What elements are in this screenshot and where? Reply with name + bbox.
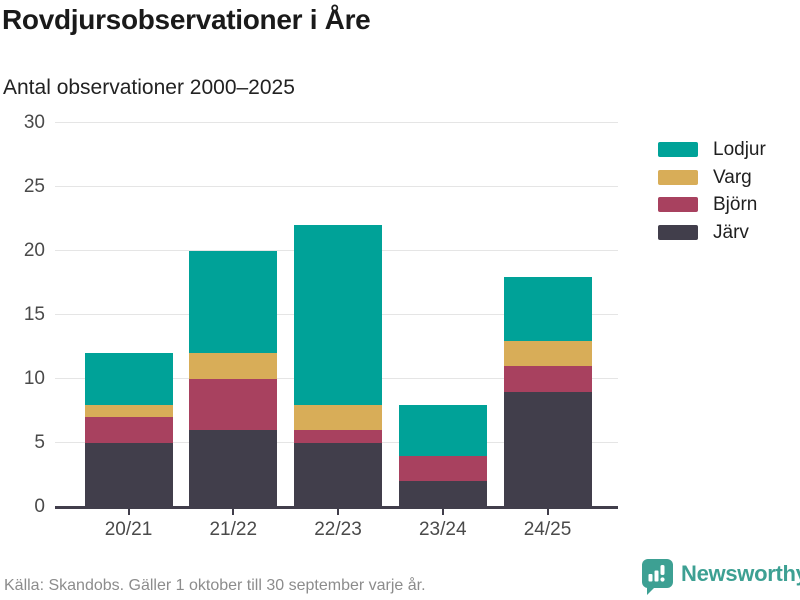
bar-20-21 — [84, 123, 173, 507]
x-tick-20-21 — [127, 509, 130, 515]
x-tick-label-23-24: 23/24 — [418, 519, 467, 540]
segment-bjorn-24-25 — [503, 366, 592, 392]
legend-label-bjorn: Björn — [713, 194, 758, 215]
segment-bjorn-21-22 — [189, 379, 278, 431]
plot-area: 20/21 21/22 22/23 23/24 24/25 — [55, 122, 618, 540]
legend-label-varg: Varg — [713, 166, 752, 188]
segment-varg-24-25 — [503, 340, 592, 367]
legend-swatch-bjorn — [658, 197, 698, 212]
x-axis-line — [55, 506, 618, 509]
segment-varg-20-21 — [84, 404, 173, 418]
legend-swatch-varg — [658, 169, 698, 185]
source-note: Källa: Skandobs. Gäller 1 oktober till 3… — [4, 577, 426, 594]
segment-jarv-24-25 — [503, 391, 592, 507]
gridline-25 — [55, 186, 618, 187]
legend-item-jarv: Järv — [658, 221, 766, 243]
bar-24-25 — [503, 123, 592, 507]
segment-jarv-20-21 — [84, 443, 173, 507]
y-tick-label-30: 30 — [23, 112, 45, 133]
chart-subtitle: Antal observationer 2000–2025 — [3, 76, 295, 99]
segment-lodjur-24-25 — [503, 276, 592, 341]
segment-jarv-22-23 — [294, 443, 382, 507]
legend-label-jarv: Järv — [713, 221, 749, 243]
y-tick-label-10: 10 — [23, 368, 45, 389]
x-tick-label-20-21: 20/21 — [104, 519, 153, 540]
y-tick-label-25: 25 — [23, 176, 45, 197]
segment-jarv-23-24 — [398, 481, 487, 507]
brand-name: Newsworthy — [681, 561, 800, 586]
legend-label-lodjur: Lodjur — [713, 139, 766, 160]
y-axis-labels: 0 5 10 15 20 25 30 — [0, 113, 45, 517]
segment-varg-22-23 — [294, 404, 382, 431]
segment-bjorn-22-23 — [294, 430, 382, 443]
x-tick-label-22-23: 22/23 — [314, 519, 362, 540]
legend-item-lodjur: Lodjur — [658, 139, 766, 160]
bar-22-23 — [294, 123, 382, 507]
newsworthy-bubble-chart-icon — [642, 559, 673, 595]
segment-lodjur-23-24 — [398, 404, 487, 456]
x-tick-22-23 — [337, 509, 339, 515]
segment-lodjur-21-22 — [189, 251, 278, 354]
legend-swatch-lodjur — [658, 142, 698, 157]
x-tick-label-24-25: 24/25 — [523, 519, 572, 540]
segment-lodjur-22-23 — [294, 225, 382, 405]
bar-23-24 — [398, 123, 487, 507]
segment-lodjur-20-21 — [84, 353, 173, 405]
y-tick-label-0: 0 — [34, 496, 45, 517]
y-tick-label-5: 5 — [34, 432, 45, 453]
y-tick-label-15: 15 — [23, 304, 45, 325]
segment-jarv-21-22 — [189, 430, 278, 507]
x-tick-21-22 — [232, 509, 235, 515]
segment-bjorn-23-24 — [398, 455, 487, 482]
bar-21-22 — [189, 123, 278, 507]
gridline-30 — [55, 122, 618, 123]
legend-item-varg: Varg — [658, 166, 766, 188]
legend: Lodjur Varg Björn Järv — [658, 139, 766, 243]
x-tick-24-25 — [546, 509, 549, 515]
brand-logo: Newsworthy — [642, 559, 800, 595]
segment-varg-21-22 — [189, 353, 278, 379]
x-tick-label-21-22: 21/22 — [209, 519, 258, 540]
legend-swatch-jarv — [658, 224, 698, 240]
y-tick-label-20: 20 — [23, 240, 45, 261]
page-title: Rovdjursobservationer i Åre — [2, 4, 371, 35]
segment-bjorn-20-21 — [84, 417, 173, 443]
legend-item-bjorn: Björn — [658, 194, 766, 215]
x-tick-23-24 — [441, 509, 444, 515]
